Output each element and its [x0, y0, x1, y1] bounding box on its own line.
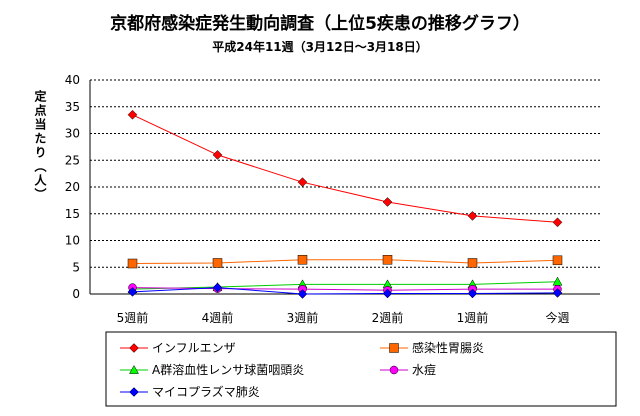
y-tick-label: 35	[65, 100, 80, 114]
data-point	[552, 276, 563, 286]
y-tick-label: 10	[65, 234, 80, 248]
y-tick-label: 40	[65, 73, 80, 87]
data-point	[297, 255, 308, 265]
legend-marker	[389, 343, 399, 353]
chart-title: 京都府感染症発生動向調査（上位5疾患の推移グラフ）	[110, 13, 530, 34]
data-point	[467, 288, 478, 299]
data-point	[127, 287, 138, 297]
y-tick-label: 25	[65, 153, 80, 167]
y-tick-label: 0	[72, 287, 80, 301]
legend-label: インフルエンザ	[152, 341, 236, 355]
y-axis-label: 定点当たり（人）	[33, 89, 47, 202]
data-point	[467, 211, 478, 221]
legend-marker	[129, 343, 139, 353]
data-point	[552, 217, 563, 228]
legend-label: マイコプラズマ肺炎	[152, 384, 260, 399]
y-tick-label: 20	[65, 180, 80, 194]
chart-subtitle: 平成24年11週（3月12日～3月18日）	[212, 39, 428, 54]
y-tick-label: 30	[65, 127, 80, 141]
data-point	[382, 288, 393, 299]
y-tick-label: 15	[65, 207, 80, 221]
x-tick-label: 2週前	[372, 310, 404, 325]
x-tick-label: 5週前	[117, 310, 149, 325]
x-tick-label: 1週前	[457, 310, 489, 325]
data-point	[127, 258, 138, 269]
series-line	[132, 287, 558, 295]
x-tick-label: 4週前	[202, 310, 234, 325]
legend-label: 感染性胃腸炎	[412, 340, 484, 355]
data-point	[552, 255, 563, 266]
series-line	[132, 281, 558, 290]
data-point	[297, 177, 308, 188]
x-tick-label: 今週	[545, 310, 569, 325]
legend-marker	[129, 364, 139, 374]
data-point	[297, 289, 308, 299]
data-point	[212, 150, 223, 160]
legend-label: 水痘	[412, 362, 436, 377]
series-line	[132, 259, 558, 265]
x-tick-label: 3週前	[287, 310, 319, 325]
legend-marker	[389, 365, 399, 375]
legend-label: A群溶血性レンサ球菌咽頭炎	[152, 362, 304, 377]
plot-area: 0 5 10 15 20 25 30 35 40 5週前 4週前 3週前 2週前 1週前 今週	[65, 73, 600, 325]
data-point	[212, 258, 223, 268]
data-point	[382, 197, 393, 207]
data-point	[467, 258, 478, 268]
data-point	[552, 288, 563, 298]
data-point	[127, 109, 138, 120]
y-tick-label: 5	[72, 260, 80, 274]
legend-box	[105, 331, 617, 407]
legend-marker	[129, 387, 139, 397]
data-point	[382, 255, 393, 265]
data-point	[212, 282, 223, 293]
series-line	[132, 114, 558, 223]
